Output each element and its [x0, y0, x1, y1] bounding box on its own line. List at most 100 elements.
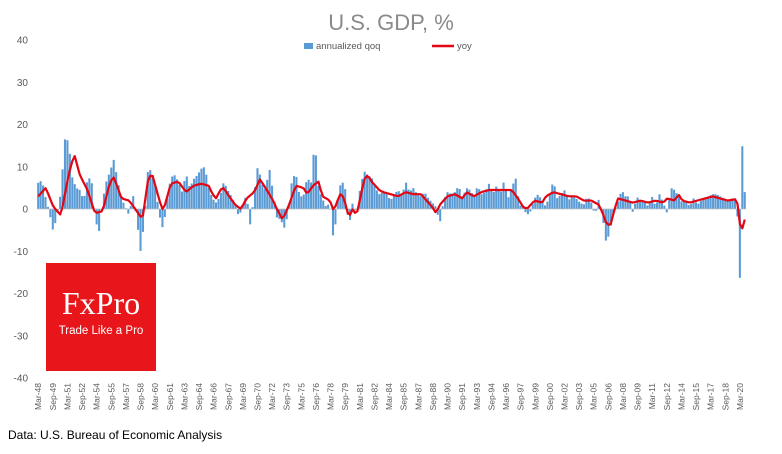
bar: [71, 177, 74, 209]
bar: [651, 196, 654, 209]
bar: [731, 198, 734, 209]
bar: [475, 188, 478, 209]
bar: [49, 209, 52, 218]
bar: [176, 179, 179, 209]
bar: [63, 139, 67, 209]
bar: [716, 195, 719, 209]
bar: [334, 209, 337, 225]
bar: [617, 201, 620, 209]
bar: [690, 203, 693, 209]
y-tick-label: -40: [14, 374, 29, 385]
bar: [653, 203, 656, 209]
x-axis: Mar-48 Sep-49 Mar-51 Sep-52 Mar-54 Sep-55 Mar-…: [33, 383, 745, 411]
bar: [509, 190, 512, 209]
bar: [144, 206, 147, 209]
bar: [685, 200, 688, 209]
bar: [543, 205, 546, 209]
bar: [478, 189, 481, 209]
bar: [232, 200, 235, 209]
bar: [741, 146, 744, 209]
x-tick-label: Mar-69: [238, 383, 248, 410]
x-tick-label: Sep-73: [282, 383, 292, 411]
bar: [112, 159, 115, 209]
y-tick-label: 30: [17, 78, 29, 89]
x-tick-label: Mar-66: [209, 383, 219, 410]
x-tick-label: Mar-17: [706, 383, 716, 410]
bar: [61, 169, 64, 209]
bar: [578, 201, 581, 209]
bar: [344, 189, 347, 209]
bar: [268, 169, 271, 209]
x-tick-label: Sep-88: [428, 383, 438, 411]
bar: [665, 209, 668, 213]
legend-label-annualized-qoq: annualized qoq: [316, 41, 380, 52]
bar: [305, 182, 308, 209]
x-tick-label: Sep-97: [516, 383, 526, 411]
bar: [68, 153, 71, 209]
y-axis: 40 30 20 10 0 -10 -20 -30 -40: [14, 36, 29, 385]
bar: [692, 198, 695, 209]
bar: [465, 188, 469, 209]
x-tick-label: Mar-75: [296, 383, 306, 410]
bar: [217, 198, 220, 209]
bar: [439, 209, 442, 222]
bar: [327, 204, 330, 209]
bar: [44, 197, 47, 209]
bar: [648, 202, 651, 209]
bar: [161, 209, 164, 228]
x-tick-label: Mar-48: [33, 383, 43, 410]
bar: [256, 168, 259, 209]
bar: [395, 191, 398, 209]
bar: [119, 196, 123, 209]
bar: [275, 209, 278, 218]
bar: [54, 209, 57, 224]
bar: [451, 193, 454, 209]
bar: [619, 193, 622, 209]
bar: [200, 168, 203, 209]
bar: [215, 202, 218, 209]
bar: [129, 206, 132, 209]
bar: [712, 194, 715, 209]
bar: [517, 196, 520, 209]
bar: [253, 187, 257, 209]
bar: [124, 208, 127, 209]
bar: [556, 198, 559, 209]
y-tick-label: -30: [14, 331, 29, 342]
bar: [631, 209, 634, 212]
bar: [107, 174, 110, 209]
bar: [407, 189, 410, 209]
bar: [154, 185, 157, 209]
y-tick-label: 0: [22, 205, 28, 216]
x-tick-label: Mar-90: [443, 383, 453, 410]
bar: [565, 195, 568, 209]
bar: [736, 209, 739, 217]
legend-swatch-annualized-qoq: [304, 43, 313, 49]
bar: [285, 209, 288, 220]
x-tick-label: Mar-72: [267, 383, 277, 410]
bar: [261, 184, 264, 209]
bar: [246, 203, 249, 209]
bar: [42, 185, 45, 209]
bar: [149, 170, 152, 209]
bar: [373, 185, 376, 209]
x-tick-label: Sep-03: [574, 383, 584, 411]
bar: [604, 209, 607, 241]
x-tick-label: Mar-14: [676, 383, 686, 410]
bar: [422, 193, 425, 209]
bar: [283, 209, 286, 228]
bar: [295, 177, 298, 209]
bar: [202, 167, 205, 209]
bar-series-annualized-qoq: [37, 139, 746, 278]
bar: [470, 192, 473, 209]
bar: [336, 200, 339, 209]
bar: [319, 194, 322, 209]
x-tick-label: Mar-99: [530, 383, 540, 410]
bar: [436, 209, 439, 215]
bar: [302, 194, 305, 209]
x-tick-label: Mar-87: [413, 383, 423, 410]
bar: [531, 204, 534, 209]
x-tick-label: Sep-52: [77, 383, 87, 411]
bar: [687, 205, 690, 209]
bar: [249, 209, 252, 225]
bar: [56, 209, 59, 211]
